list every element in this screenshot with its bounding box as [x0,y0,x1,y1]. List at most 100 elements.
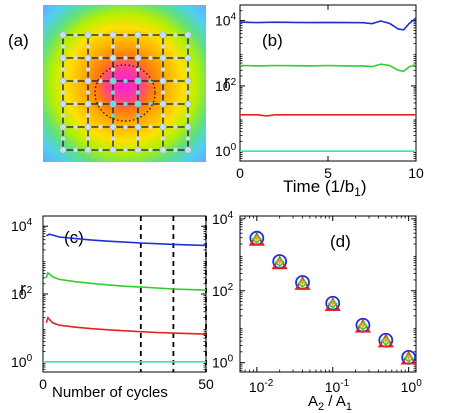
y-tick-label: 102 [215,77,237,94]
lattice-node [84,100,92,108]
lattice-node [159,123,167,131]
lattice-node [184,123,192,131]
marker-diamond [357,320,369,332]
lattice-edge-node [60,136,66,141]
y-tick-label: 102 [212,282,234,299]
y-tick-label: 100 [215,142,237,159]
panel-b-xlabel-end: ) [361,177,367,196]
lattice-edge-node [135,67,141,72]
lattice-node [109,123,117,131]
lattice-node [159,54,167,62]
x-tick-label: 10 [408,165,424,181]
lattice-edge-node [98,55,103,61]
lattice-node [159,77,167,85]
panel-c: (c) r Number of cycles 100 102 104 0 50 [11,215,214,401]
panel-b-xlabel: Time (1/b1) [283,177,367,199]
x-tick-label: 10-1 [325,378,350,395]
marker-plus [299,279,306,286]
lattice-node [84,54,92,62]
lattice-node [59,146,67,154]
marker-diamond [274,257,285,268]
lattice-edge-node [110,44,116,49]
lattice-edge-node [110,67,116,72]
lattice-edge-node [73,55,78,61]
lattice-edge-node [185,67,191,72]
lattice-edge-node [85,67,91,72]
lattice-edge-node [73,101,78,107]
lattice-edge-node [173,55,178,61]
lattice-node [184,100,192,108]
lattice-node [109,77,117,85]
x-tick-label: 5 [324,165,332,181]
panel-b: (b) r Time (1/b1) 100 102 104 0 5 10 [215,4,424,199]
lattice-edge-node [98,32,103,38]
series-line-2 [45,316,207,335]
lattice-edge-node [135,44,141,49]
marker-diamond [380,335,391,347]
lattice-edge-node [123,55,128,61]
lattice-edge-node [135,90,141,95]
lattice-edge-node [60,67,66,72]
lattice-node [59,100,67,108]
lattice-node [134,123,142,131]
marker-plus [276,259,283,266]
y-tick-label: 102 [11,285,33,302]
panel-d-label: (d) [330,232,351,251]
lattice-node [84,77,92,85]
lattice-node [59,31,67,39]
lattice-node [84,146,92,154]
lattice-edge-node [185,44,191,49]
lattice-node [109,31,117,39]
lattice-edge-node [135,136,141,141]
lattice-edge-node [73,78,78,84]
lattice-edge-node [160,44,166,49]
panel-b-ylabel: r [224,72,230,92]
panel-d-xlabel-mid: / A [324,393,346,410]
lattice-edge-node [160,90,166,95]
panel-c-ylabel: r [20,279,26,299]
x-tick-label: 10-2 [249,378,274,395]
lattice-node [184,31,192,39]
lattice-node [109,100,117,108]
lattice-grid [59,31,192,154]
series-line-1 [45,271,207,291]
heatmap [43,5,206,162]
lattice-edge-node [73,32,78,38]
lattice-edge-node [173,124,178,130]
lattice-node [134,146,142,154]
lattice-edge-node [185,90,191,95]
lattice-node [134,54,142,62]
lattice-node [159,146,167,154]
lattice-edge-node [110,90,116,95]
lattice-edge-node [160,113,166,118]
lattice-edge-node [173,101,178,107]
series-line-2 [240,114,416,117]
lattice-edge-node [160,67,166,72]
panel-d-xlabel-sub2: 1 [346,401,352,413]
lattice-edge-node [98,78,103,84]
lattice-node [134,31,142,39]
panel-c-xlabel: Number of cycles [52,384,168,401]
lattice-edge-node [73,124,78,130]
y-tick-label: 100 [11,353,33,370]
lattice-edge-node [98,147,103,153]
x-tick-label: 50 [198,376,214,392]
series-line-0 [239,17,417,31]
lattice-edge-node [148,124,153,130]
dotted-circle [94,64,156,122]
lattice-edge-node [85,90,91,95]
lattice-edge-node [173,78,178,84]
lattice-edge-node [185,136,191,141]
lattice-node [109,146,117,154]
lattice-edge-node [123,124,128,130]
lattice-node [59,77,67,85]
lattice-node [59,123,67,131]
lattice-edge-node [135,113,141,118]
panel-a-label: (a) [8,31,29,50]
lattice-node [159,31,167,39]
x-tick-label: 0 [236,165,244,181]
lattice-node [84,31,92,39]
panel-d-axes [239,215,417,373]
panel-d-xlabel: A2 / A1 [308,393,352,413]
